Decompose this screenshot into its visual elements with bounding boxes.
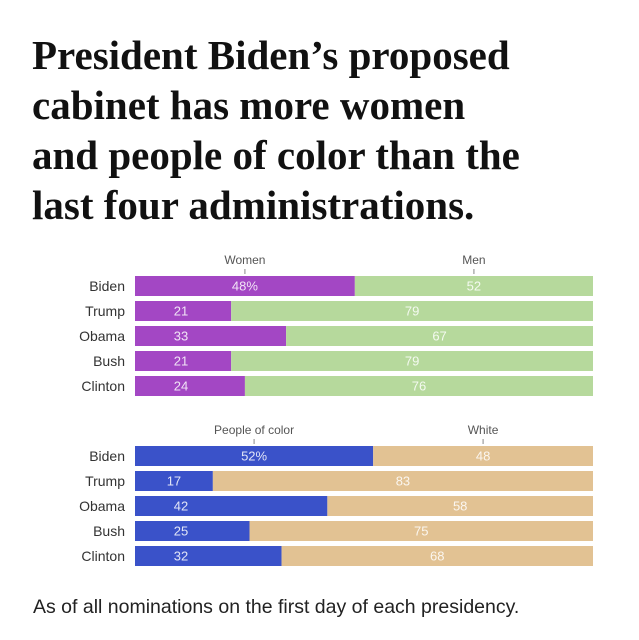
data-label: 52% <box>241 449 267 464</box>
data-label: 25 <box>174 524 188 539</box>
category-label: Obama <box>79 328 125 344</box>
bar-segment <box>135 546 282 566</box>
page-title: President Biden’s proposed cabinet has m… <box>32 30 622 230</box>
category-label: Clinton <box>81 548 125 564</box>
category-label: Clinton <box>81 378 125 394</box>
bar-segment <box>249 521 593 541</box>
category-label: Trump <box>85 303 125 319</box>
data-label: 24 <box>174 379 188 394</box>
category-label: Bush <box>93 523 125 539</box>
bar-segment <box>135 301 232 321</box>
data-label: 33 <box>174 329 188 344</box>
bar-segment <box>231 351 593 371</box>
bar-segment <box>373 446 593 466</box>
data-label: 79 <box>405 354 419 369</box>
bar-segment <box>286 326 593 346</box>
bar-segment <box>135 351 232 371</box>
legend-label: White <box>468 423 499 437</box>
title-line: President Biden’s proposed <box>32 32 510 78</box>
data-label: 76 <box>412 379 426 394</box>
data-label: 52 <box>467 279 481 294</box>
bar-segment <box>281 546 593 566</box>
bar-segment <box>135 376 245 396</box>
title-line: cabinet has more women <box>32 82 466 128</box>
category-label: Bush <box>93 353 125 369</box>
bar-segment <box>135 326 287 346</box>
footnote: As of all nominations on the first day o… <box>33 596 520 618</box>
data-label: 48 <box>476 449 490 464</box>
chart-panel: Women Men Biden 48% 52 Trump 21 79 Obama 33 67 Bush… <box>79 253 594 396</box>
bar-segment <box>231 301 593 321</box>
bar-segment <box>244 376 594 396</box>
category-label: Trump <box>85 473 125 489</box>
bar-segment <box>327 496 593 516</box>
category-label: Biden <box>89 448 125 464</box>
bar-segment <box>354 276 593 296</box>
data-label: 58 <box>453 499 467 514</box>
data-label: 17 <box>167 474 181 489</box>
category-label: Obama <box>79 498 125 514</box>
legend-label: Men <box>462 253 485 267</box>
bar-segment <box>135 276 355 296</box>
category-label: Biden <box>89 278 125 294</box>
data-label: 75 <box>414 524 428 539</box>
data-label: 42 <box>174 499 188 514</box>
bar-segment <box>135 471 213 491</box>
bar-segment <box>135 521 250 541</box>
chart-panel: People of color White Biden 52% 48 Trump 17 83 O… <box>79 423 594 566</box>
data-label: 21 <box>174 304 188 319</box>
data-label: 67 <box>432 329 446 344</box>
bar-segment <box>135 446 374 466</box>
title-line: and people of color than the <box>32 132 520 178</box>
data-label: 83 <box>396 474 410 489</box>
legend-label: Women <box>224 253 265 267</box>
legend-label: People of color <box>214 423 294 437</box>
data-label: 32 <box>174 549 188 564</box>
data-label: 68 <box>430 549 444 564</box>
bar-segment <box>212 471 594 491</box>
data-label: 48% <box>232 279 258 294</box>
bar-segment <box>135 496 328 516</box>
data-label: 21 <box>174 354 188 369</box>
data-label: 79 <box>405 304 419 319</box>
title-line: last four administrations. <box>32 182 475 228</box>
